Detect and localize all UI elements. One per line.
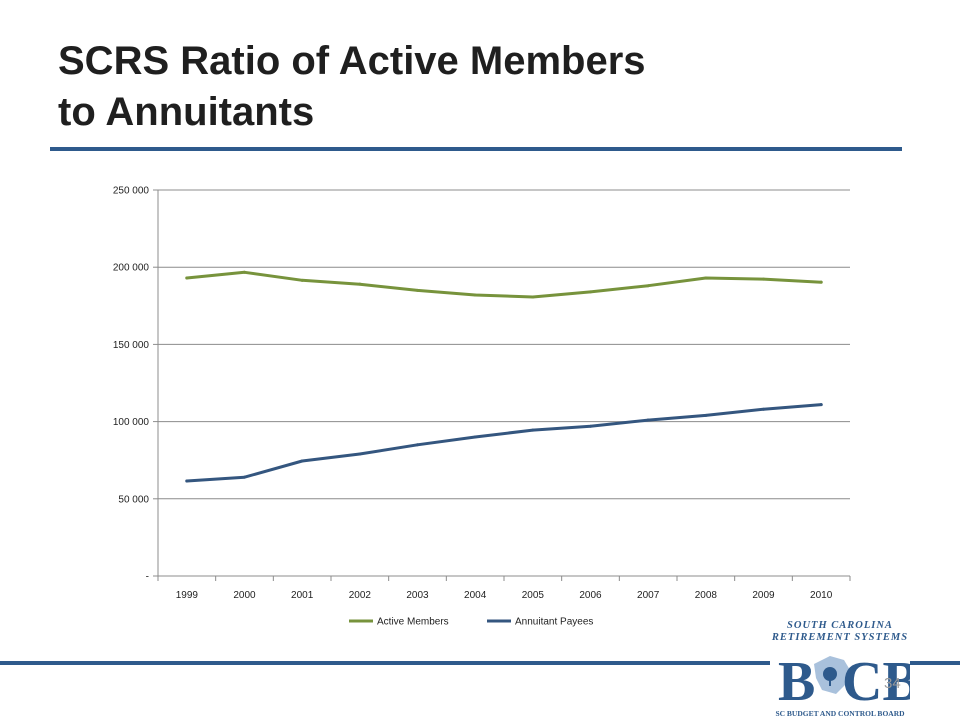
logo-mark-right: CB (842, 651, 910, 713)
x-tick-label: 2008 (695, 590, 718, 601)
footer-rule-right (910, 661, 960, 665)
logo-org-line-2: RETIREMENT SYSTEMS (771, 632, 908, 643)
scrs-logo: SOUTH CAROLINA RETIREMENT SYSTEMS B CB S… (771, 620, 910, 718)
y-tick-label: 50 000 (118, 494, 149, 505)
y-tick-label: 250 000 (113, 186, 150, 197)
data-point (185, 479, 189, 483)
data-point (473, 293, 477, 297)
data-point (646, 284, 650, 288)
x-tick-label: 2003 (406, 590, 429, 601)
logo-mark-left: B (778, 651, 815, 713)
data-point (819, 403, 823, 407)
x-tick-label: 2007 (637, 590, 660, 601)
title-underline (50, 147, 902, 151)
data-point (646, 418, 650, 422)
page-number: 34 (884, 675, 901, 692)
data-point (531, 428, 535, 432)
x-tick-label: 2009 (752, 590, 775, 601)
x-tick-label: 2001 (291, 590, 314, 601)
data-point (531, 295, 535, 299)
x-tick-label: 2000 (233, 590, 256, 601)
footer-rule-left (0, 661, 770, 665)
series-line-2 (185, 403, 823, 483)
y-tick-label: 150 000 (113, 340, 150, 351)
data-point (589, 290, 592, 294)
y-tick-label: 200 000 (113, 263, 150, 274)
data-point (704, 413, 708, 417)
data-point (358, 452, 362, 456)
data-point (762, 407, 765, 411)
logo-org-line-1: SOUTH CAROLINA (787, 620, 893, 631)
data-point (819, 280, 823, 284)
x-tick-label: 2004 (464, 590, 487, 601)
data-point (300, 459, 304, 463)
x-tick-label: 2006 (579, 590, 602, 601)
y-tick-label: - (146, 572, 149, 583)
y-tick-label: 100 000 (113, 417, 150, 428)
data-point (704, 276, 708, 280)
data-point (243, 475, 246, 479)
data-point (589, 424, 592, 428)
slide-title: SCRS Ratio of Active Members to Annuitan… (58, 36, 898, 138)
x-tick-label: 2005 (522, 590, 545, 601)
data-point (473, 435, 477, 439)
data-point (358, 282, 362, 286)
logo-subtitle: SC BUDGET AND CONTROL BOARD (775, 709, 905, 718)
data-point (300, 278, 304, 282)
legend-label: Active Members (377, 617, 449, 628)
legend-label: Annuitant Payees (515, 617, 593, 628)
palmetto-state-icon (814, 656, 850, 694)
x-tick-label: 1999 (176, 590, 199, 601)
data-point (416, 288, 419, 292)
series-line-1 (185, 270, 823, 299)
slide-title-line-2: to Annuitants (58, 90, 315, 134)
data-point (416, 443, 419, 447)
data-point (243, 270, 246, 274)
x-tick-label: 2002 (349, 590, 372, 601)
x-tick-label: 2010 (810, 590, 833, 601)
data-point (762, 277, 765, 281)
data-point (185, 276, 189, 280)
slide-title-line-1: SCRS Ratio of Active Members (58, 39, 646, 83)
